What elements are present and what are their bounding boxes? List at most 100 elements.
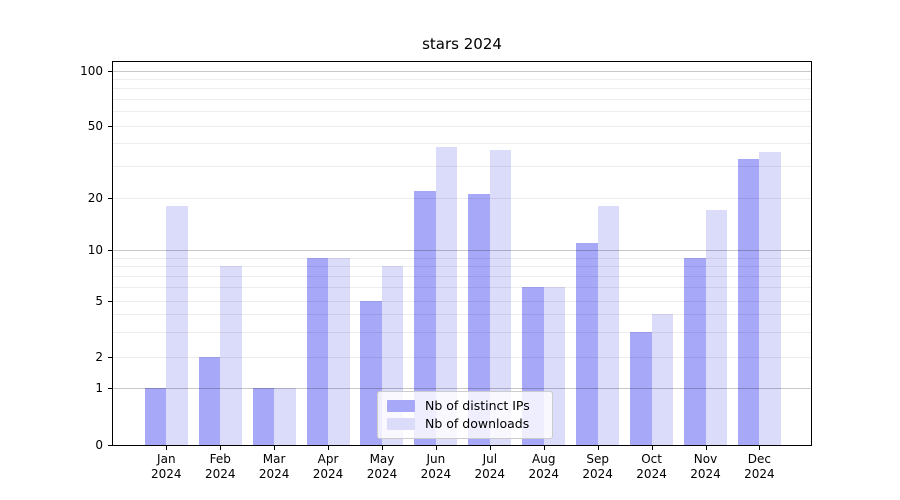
x-tick-month: Sep: [586, 452, 609, 466]
x-tick-year: 2024: [420, 467, 452, 481]
x-tick-mark: [543, 446, 545, 450]
bar-downloads-feb: [220, 266, 242, 445]
bar-distinct-ips-nov: [684, 257, 706, 445]
x-tick-year: 2024: [582, 467, 613, 481]
x-tick-month: Nov: [693, 452, 718, 466]
legend: Nb of distinct IPs Nb of downloads: [377, 391, 553, 439]
legend-swatch-distinct-ips: [387, 400, 415, 412]
x-tick-month: Dec: [747, 452, 772, 466]
x-tick-label-jan: Jan 2024: [138, 452, 194, 482]
gridline-70: [113, 99, 811, 100]
x-tick-mark: [651, 446, 653, 450]
x-tick-year: 2024: [690, 467, 721, 481]
bar-downloads-sep: [597, 206, 620, 445]
x-tick-label-sep: Sep 2024: [570, 452, 626, 482]
x-tick-month: Jan: [157, 452, 176, 466]
gridline-20: [113, 198, 811, 199]
x-tick-year: 2024: [744, 467, 775, 481]
x-tick-label-nov: Nov 2024: [678, 452, 734, 482]
x-tick-month: Jun: [426, 452, 446, 466]
x-tick-mark: [705, 446, 707, 450]
y-tick-mark: [108, 250, 112, 251]
legend-label-distinct-ips: Nb of distinct IPs: [425, 398, 530, 413]
x-tick-year: 2024: [636, 467, 667, 481]
legend-row: Nb of distinct IPs: [387, 397, 543, 415]
x-tick-month: May: [369, 452, 395, 466]
x-tick-label-apr: Apr 2024: [300, 452, 356, 482]
x-tick-month: Feb: [209, 452, 231, 466]
x-tick-year: 2024: [312, 467, 344, 481]
gridline-60: [113, 111, 811, 112]
y-tick-mark: [108, 300, 112, 302]
x-tick-year: 2024: [151, 467, 182, 481]
x-tick-mark: [759, 446, 761, 450]
gridline-90: [113, 79, 811, 80]
y-tick-label-20: 20: [87, 191, 103, 206]
y-tick-label-0: 0: [95, 438, 103, 452]
y-tick-mark: [108, 356, 112, 358]
y-tick-mark: [108, 198, 112, 200]
bar-downloads-mar: [274, 387, 296, 445]
bar-downloads-jun: [435, 147, 458, 445]
x-tick-year: 2024: [204, 467, 236, 481]
gridline-30: [113, 166, 811, 167]
x-tick-label-mar: Mar 2024: [246, 452, 302, 482]
x-tick-month: Mar: [262, 452, 286, 466]
bar-downloads-dec: [759, 151, 781, 445]
x-tick-label-jun: Jun 2024: [408, 452, 464, 482]
bar-downloads-nov: [705, 210, 727, 445]
x-tick-year: 2024: [474, 467, 506, 481]
bar-downloads-oct: [651, 314, 674, 445]
bar-distinct-ips-jan: [144, 387, 167, 445]
x-tick-label-oct: Oct 2024: [624, 452, 680, 482]
bar-distinct-ips-sep: [576, 242, 598, 445]
x-tick-mark: [274, 446, 276, 450]
x-tick-mark: [489, 446, 491, 450]
chart-title: stars 2024: [422, 35, 502, 53]
bar-distinct-ips-feb: [198, 356, 221, 445]
legend-swatch-downloads: [387, 418, 415, 430]
y-tick-mark: [108, 387, 112, 389]
y-tick-label-100: 100: [80, 63, 103, 78]
y-tick-mark: [108, 70, 112, 72]
plot-area: Nb of distinct IPs Nb of downloads: [112, 61, 812, 446]
bar-distinct-ips-jun: [414, 190, 436, 445]
y-tick-label-10: 10: [87, 243, 103, 257]
x-tick-month: Apr: [317, 452, 339, 466]
y-tick-label-2: 2: [95, 349, 103, 364]
bar-distinct-ips-oct: [630, 331, 652, 445]
bar-distinct-ips-apr: [306, 257, 329, 445]
bar-downloads-apr: [328, 257, 350, 445]
y-tick-label-5: 5: [95, 293, 103, 308]
x-tick-mark: [166, 446, 168, 450]
y-tick-label-1: 1: [95, 380, 103, 395]
x-tick-mark: [220, 446, 222, 450]
x-tick-year: 2024: [528, 467, 559, 481]
gridline-40: [113, 143, 811, 144]
gridline-50: [113, 126, 811, 127]
x-tick-year: 2024: [366, 467, 398, 481]
bar-downloads-jan: [166, 206, 188, 445]
bar-distinct-ips-dec: [737, 158, 760, 445]
y-tick-mark: [108, 445, 112, 446]
x-tick-month: Oct: [641, 452, 662, 466]
x-tick-month: Aug: [532, 452, 556, 466]
x-tick-label-feb: Feb 2024: [192, 452, 248, 482]
bar-downloads-jul: [489, 149, 512, 445]
bar-distinct-ips-jul: [468, 194, 490, 445]
x-tick-mark: [597, 446, 599, 450]
x-tick-label-aug: Aug 2024: [516, 452, 572, 482]
y-tick-label-50: 50: [87, 118, 103, 133]
x-tick-label-dec: Dec 2024: [731, 452, 787, 482]
legend-label-downloads: Nb of downloads: [425, 416, 530, 431]
x-tick-label-may: May 2024: [354, 452, 410, 482]
y-tick-mark: [108, 125, 112, 127]
x-tick-mark: [328, 446, 330, 450]
x-tick-year: 2024: [258, 467, 290, 481]
x-tick-label-jul: Jul 2024: [462, 452, 518, 482]
x-tick-month: Jul: [482, 452, 498, 466]
x-tick-mark: [381, 446, 383, 450]
legend-row: Nb of downloads: [387, 415, 543, 433]
bar-distinct-ips-may: [360, 300, 382, 445]
